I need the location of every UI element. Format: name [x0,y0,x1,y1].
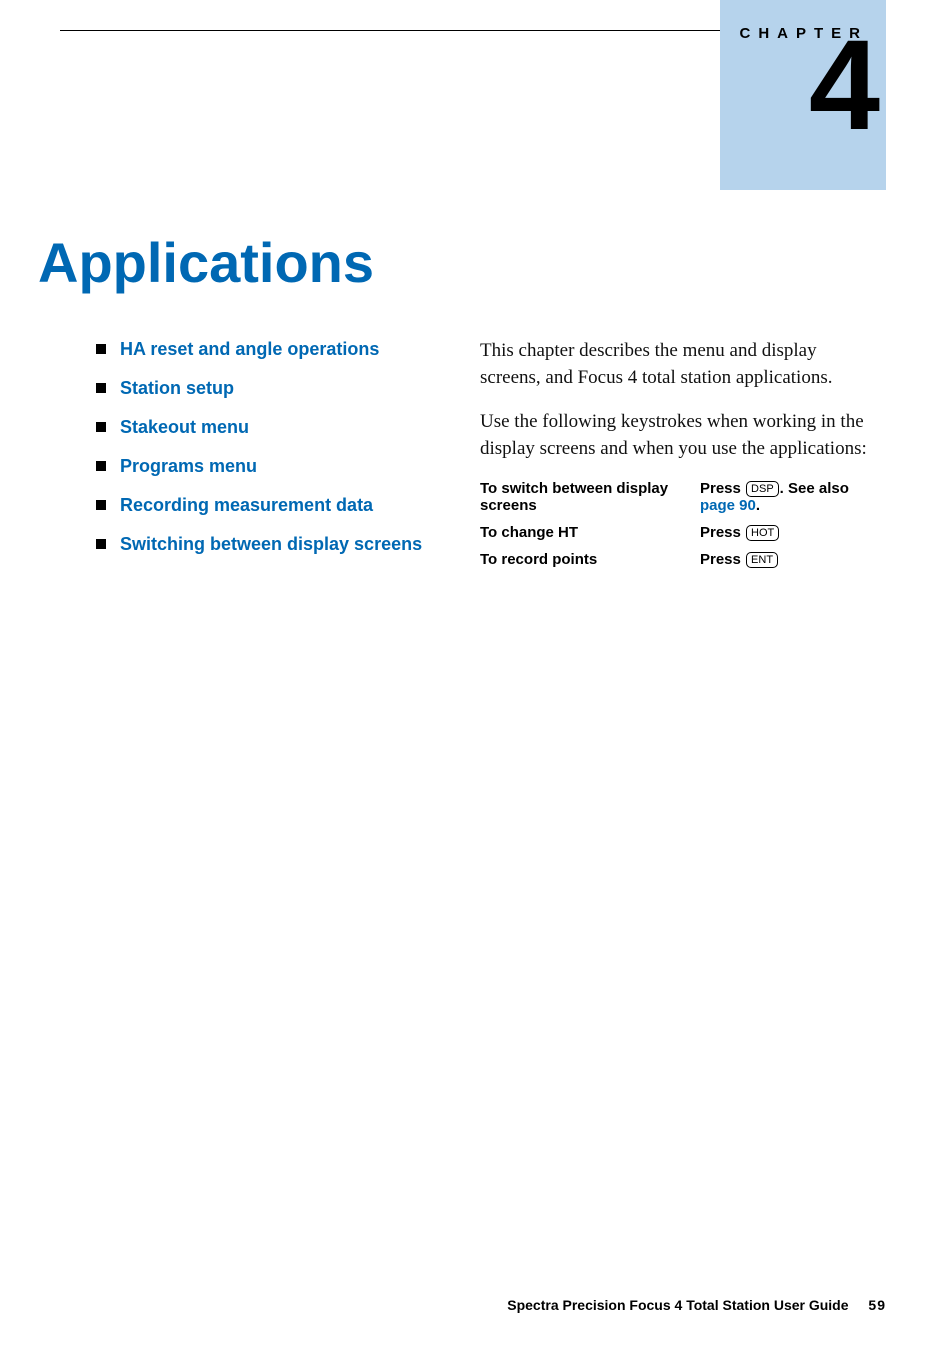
page-link[interactable]: page 90 [700,497,756,514]
table-row: To change HT Press HOT [480,524,880,541]
toc-item[interactable]: Programs menu [96,453,436,480]
toc-item[interactable]: Station setup [96,375,436,402]
chapter-tab: CHAPTER 4 [720,0,886,190]
instruction-paragraph: Use the following keystrokes when workin… [480,409,880,462]
toc-link: Stakeout menu [120,414,249,441]
page-number: 59 [868,1297,886,1313]
toc-item[interactable]: Recording measurement data [96,492,436,519]
footer: Spectra Precision Focus 4 Total Station … [507,1297,886,1313]
press-label: Press [700,524,741,541]
page-title: Applications [38,230,374,295]
keystroke-action: To switch between display screens [480,480,700,514]
chapter-number: 4 [809,22,880,150]
keystroke-action: To record points [480,551,700,568]
square-bullet-icon [96,422,106,432]
toc-link: Switching between display screens [120,531,422,558]
toc-item[interactable]: Switching between display screens [96,531,436,558]
key-hot: HOT [746,525,779,541]
after-key-text: . See also [780,480,849,497]
top-rule [60,30,760,31]
after-link-text: . [756,497,760,514]
key-ent: ENT [746,552,778,568]
keystroke-table: To switch between display screens Press … [480,480,880,568]
key-dsp: DSP [746,481,779,497]
toc-link: HA reset and angle operations [120,336,379,363]
press-label: Press [700,551,741,568]
toc-item[interactable]: HA reset and angle operations [96,336,436,363]
main-content: This chapter describes the menu and disp… [480,338,880,578]
toc-link: Recording measurement data [120,492,373,519]
square-bullet-icon [96,500,106,510]
square-bullet-icon [96,383,106,393]
keystroke-instruction: Press ENT [700,551,880,568]
toc-item[interactable]: Stakeout menu [96,414,436,441]
intro-paragraph: This chapter describes the menu and disp… [480,338,880,391]
square-bullet-icon [96,344,106,354]
square-bullet-icon [96,539,106,549]
toc-link: Station setup [120,375,234,402]
square-bullet-icon [96,461,106,471]
toc-link: Programs menu [120,453,257,480]
page: CHAPTER 4 Applications HA reset and angl… [0,0,934,1355]
keystroke-action: To change HT [480,524,700,541]
table-row: To switch between display screens Press … [480,480,880,514]
toc-list: HA reset and angle operations Station se… [96,336,436,570]
table-row: To record points Press ENT [480,551,880,568]
footer-title: Spectra Precision Focus 4 Total Station … [507,1297,848,1313]
keystroke-instruction: Press DSP. See also page 90. [700,480,880,514]
press-label: Press [700,480,741,497]
keystroke-instruction: Press HOT [700,524,880,541]
